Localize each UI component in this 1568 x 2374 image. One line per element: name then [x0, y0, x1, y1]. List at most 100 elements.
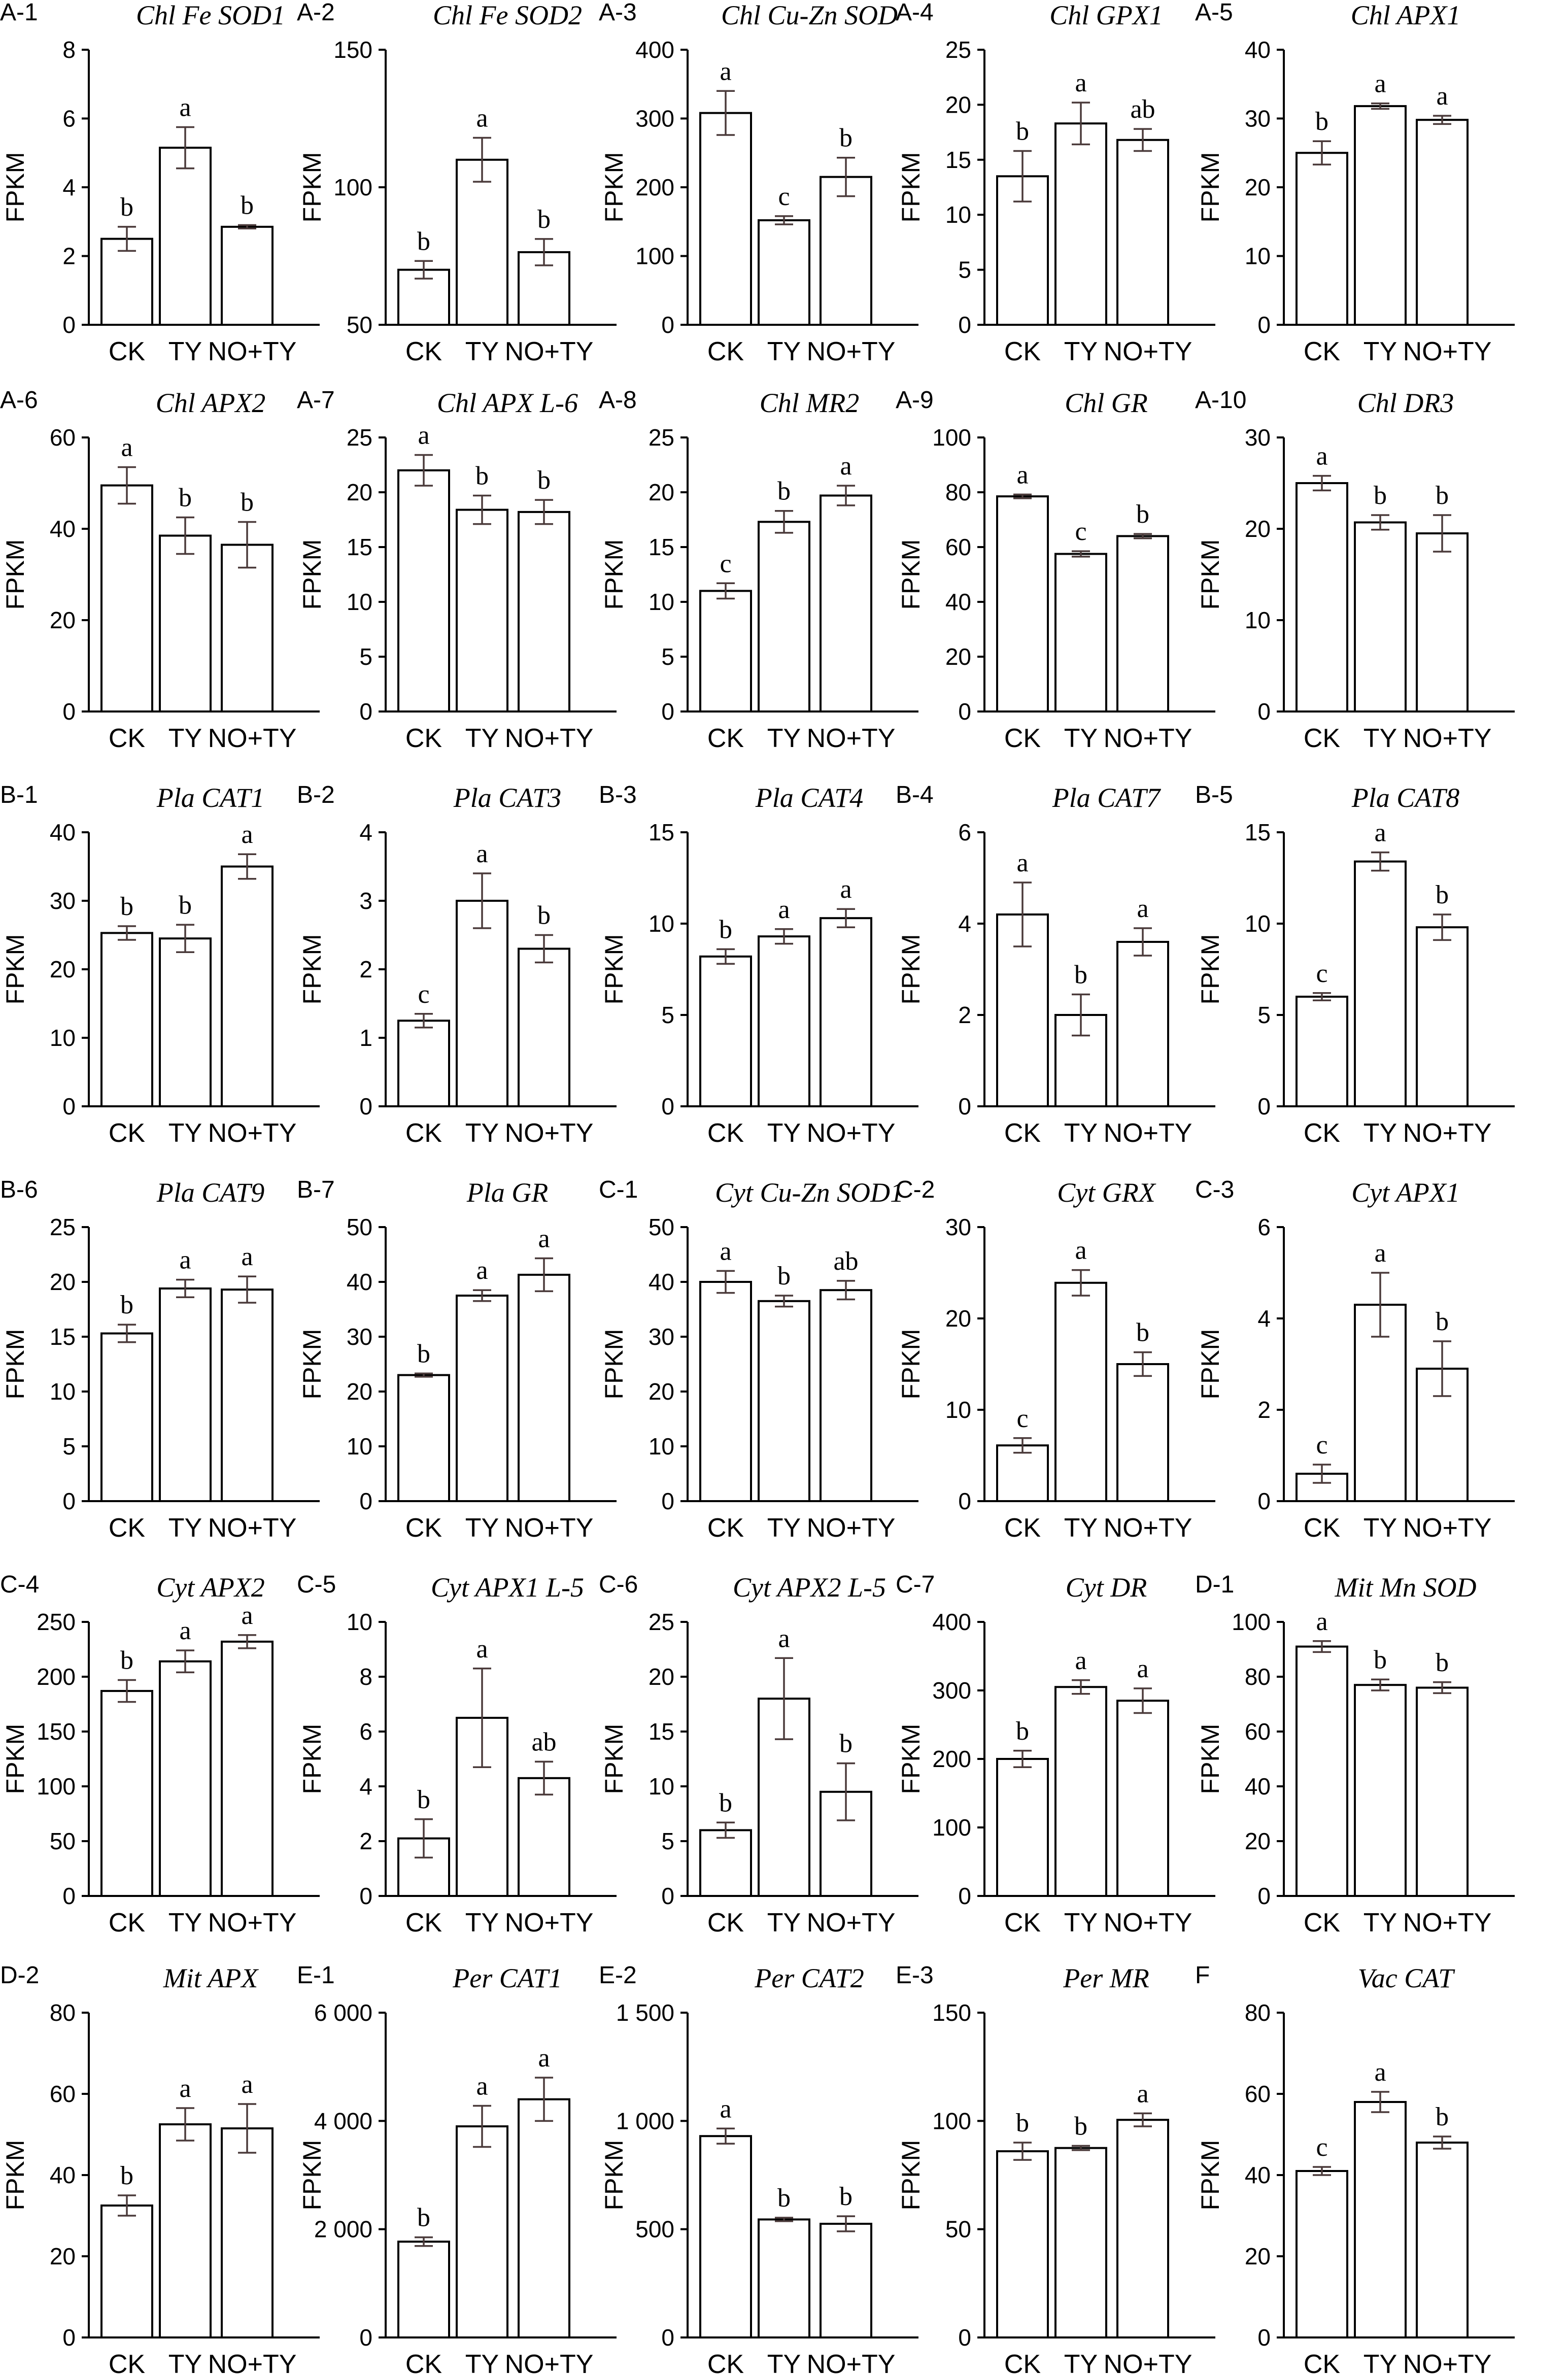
category-label: TY — [465, 337, 499, 366]
category-label: CK — [405, 1513, 442, 1543]
y-tick-label: 2 — [958, 1002, 971, 1028]
significance-letter: a — [476, 104, 488, 132]
category-label: CK — [1004, 1118, 1041, 1148]
category-label: NO+TY — [1104, 2350, 1192, 2374]
y-tick-label: 0 — [958, 2324, 971, 2351]
category-label: CK — [109, 2350, 146, 2374]
y-tick-label: 0 — [62, 1093, 76, 1120]
gene-title: Pla GR — [466, 1177, 548, 1208]
significance-letter: b — [1436, 1648, 1449, 1677]
y-tick-label: 0 — [958, 1883, 971, 1909]
y-tick-label: 6 000 — [314, 1999, 372, 2026]
y-tick-label: 30 — [50, 888, 76, 914]
y-tick-label: 100 — [1232, 1609, 1271, 1635]
category-label: CK — [109, 1513, 146, 1543]
significance-letter: b — [1374, 1645, 1387, 1674]
bar-NO+TY — [221, 1288, 274, 1503]
y-tick-label: 30 — [347, 1324, 372, 1350]
bar-NO+TY — [518, 1777, 570, 1897]
y-tick-label: 400 — [635, 37, 674, 63]
category-label: NO+TY — [1104, 1118, 1192, 1148]
significance-letter: b — [537, 901, 551, 930]
y-axis-label: FPKM — [897, 1724, 925, 1794]
bar-CK — [397, 469, 450, 713]
bar-NO+TY — [518, 1273, 570, 1502]
y-tick-label: 30 — [1245, 424, 1271, 451]
y-tick-label: 200 — [635, 174, 674, 200]
y-tick-label: 0 — [661, 1883, 674, 1909]
y-tick-label: 10 — [50, 1025, 76, 1051]
y-tick-label: 500 — [635, 2216, 674, 2243]
chart-panel-B-7: B-7 Pla GR 0 10 20 30 40 50 FPKM b a a CK TY NO+TY — [297, 1176, 617, 1543]
y-tick-label: 0 — [1257, 312, 1271, 338]
gene-title: Cyt APX2 L-5 — [733, 1572, 886, 1603]
y-tick-label: 80 — [945, 479, 971, 505]
bar-NO+TY — [1416, 532, 1469, 713]
gene-title: Vac CAT — [1358, 1963, 1455, 1993]
y-tick-label: 40 — [50, 819, 76, 845]
y-tick-label: 0 — [958, 1488, 971, 1514]
y-axis-label: FPKM — [1, 934, 29, 1005]
y-tick-label: 2 — [359, 956, 372, 982]
chart-panel-A-9: A-9 Chl GR 0 20 40 60 80 100 FPKM a c b CK TY NO+TY — [896, 387, 1215, 753]
significance-letter: a — [1374, 819, 1386, 847]
bar-TY — [1054, 1014, 1107, 1107]
significance-letter: b — [417, 227, 430, 256]
y-tick-label: 0 — [359, 1093, 372, 1120]
y-axis-label: FPKM — [298, 152, 326, 223]
category-label: CK — [405, 1118, 442, 1148]
category-label: NO+TY — [208, 1908, 297, 1938]
bar-NO+TY — [221, 544, 274, 713]
y-tick-label: 30 — [1245, 106, 1271, 132]
significance-letter: b — [839, 124, 853, 153]
significance-letter: a — [476, 2072, 488, 2100]
y-tick-label: 20 — [50, 956, 76, 982]
y-tick-label: 0 — [359, 1488, 372, 1514]
significance-letter: b — [241, 191, 254, 220]
y-tick-label: 10 — [347, 1433, 372, 1460]
category-label: CK — [707, 2350, 744, 2374]
chart-panel-B-2: B-2 Pla CAT3 0 1 2 3 4 FPKM c a b CK TY NO+TY — [297, 782, 617, 1148]
y-tick-label: 100 — [932, 424, 971, 451]
bar-NO+TY — [820, 917, 872, 1107]
y-tick-label: 4 — [359, 819, 372, 845]
significance-letter: a — [1137, 1654, 1148, 1683]
chart-panel-A-2: A-2 Chl Fe SOD2 50 100 150 FPKM b a b CK TY NO+TY — [297, 0, 617, 366]
y-tick-label: 100 — [333, 174, 372, 200]
category-label: TY — [465, 724, 499, 753]
y-tick-label: 5 — [661, 643, 674, 670]
y-axis-label: FPKM — [600, 152, 628, 223]
significance-letter: a — [476, 839, 488, 868]
y-tick-label: 100 — [932, 2108, 971, 2134]
y-tick-label: 2 — [1257, 1397, 1271, 1423]
gene-title: Cyt Cu-Zn SOD1 — [715, 1177, 904, 1208]
category-label: NO+TY — [1403, 724, 1492, 753]
chart-panel-E-1: E-1 Per CAT1 0 2 000 4 000 6 000 FPKM b a a CK TY NO… — [297, 1962, 617, 2374]
y-tick-label: 150 — [932, 1999, 971, 2026]
panel-id: B-7 — [297, 1176, 335, 1203]
y-axis-label: FPKM — [298, 2140, 326, 2211]
y-tick-label: 0 — [359, 1883, 372, 1909]
bar-CK — [100, 238, 153, 326]
y-tick-label: 20 — [649, 1664, 674, 1690]
category-label: TY — [1364, 724, 1397, 753]
category-label: CK — [707, 1513, 744, 1543]
y-tick-label: 15 — [347, 534, 372, 560]
significance-letter: a — [538, 1225, 550, 1253]
category-label: CK — [1004, 337, 1041, 366]
y-tick-label: 10 — [347, 1609, 372, 1635]
significance-letter: b — [719, 1788, 732, 1817]
y-tick-label: 100 — [635, 243, 674, 269]
panel-id: B-1 — [0, 782, 38, 808]
significance-letter: a — [179, 1246, 191, 1275]
bar-NO+TY — [518, 2098, 570, 2338]
significance-letter: a — [241, 1242, 253, 1271]
significance-letter: b — [839, 1729, 853, 1758]
gene-title: Cyt DR — [1066, 1572, 1147, 1603]
category-label: TY — [1064, 1908, 1098, 1938]
significance-letter: c — [418, 980, 429, 1009]
category-label: TY — [168, 1908, 202, 1938]
significance-letter: b — [537, 205, 551, 234]
y-tick-label: 10 — [649, 1773, 674, 1800]
